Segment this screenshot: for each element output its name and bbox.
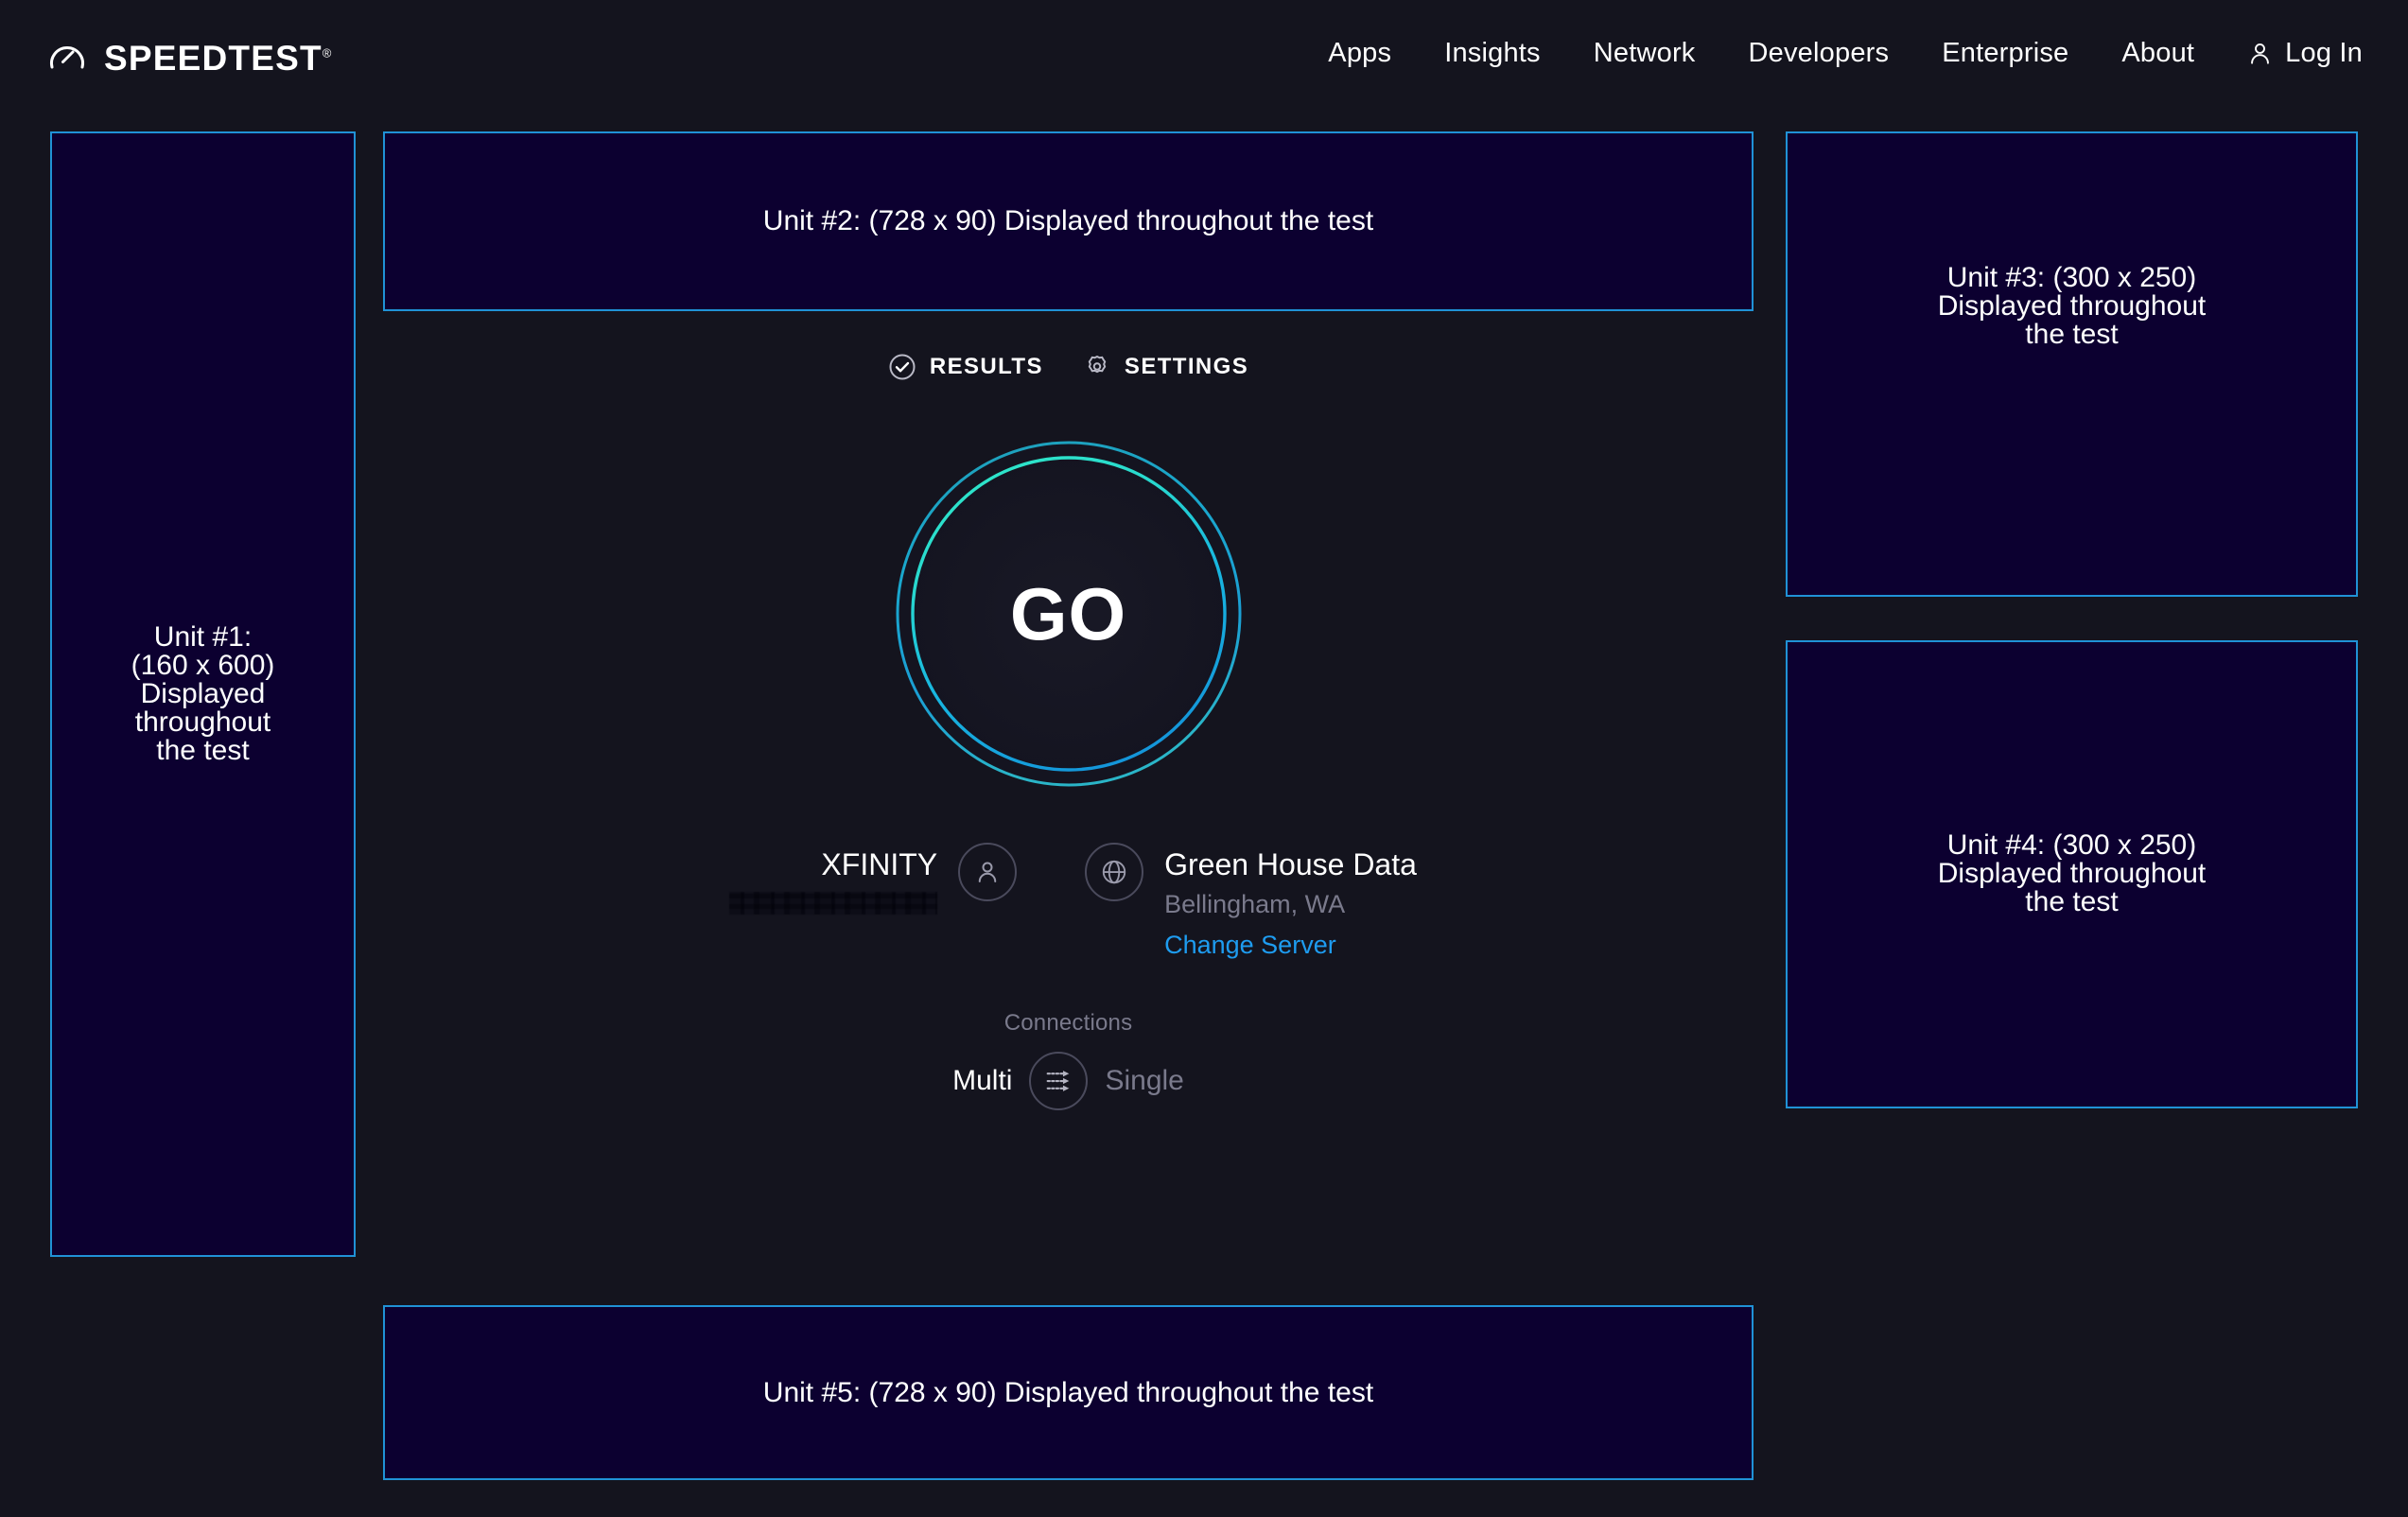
server-name: Green House Data — [1164, 847, 1417, 881]
ad-unit-1-text: Unit #1: (160 x 600) Displayed throughou… — [131, 621, 275, 766]
brand-logo[interactable]: SPEEDTEST® — [47, 38, 331, 78]
check-circle-icon — [888, 353, 916, 381]
ad-unit-5-text: Unit #5: (728 x 90) Displayed throughout… — [762, 1376, 1374, 1408]
speedtest-panel: RESULTS SETTINGS — [383, 321, 1754, 1110]
isp-text: XFINITY — [729, 843, 938, 915]
speedometer-icon — [47, 38, 87, 78]
ad-unit-5[interactable]: Unit #5: (728 x 90) Displayed throughout… — [383, 1305, 1754, 1480]
server-block[interactable]: Green House Data Bellingham, WA Change S… — [1085, 843, 1417, 961]
isp-name: XFINITY — [821, 847, 938, 881]
site-header: SPEEDTEST® Apps Insights Network Develop… — [0, 0, 2408, 109]
brand-name: SPEEDTEST — [104, 38, 323, 78]
nav-item-about[interactable]: About — [2121, 38, 2195, 68]
go-button-wrap: GO — [383, 425, 1754, 803]
connections-multi-option[interactable]: Multi — [952, 1064, 1013, 1096]
brand-wordmark: SPEEDTEST® — [104, 41, 331, 76]
multi-arrows-icon[interactable] — [1029, 1051, 1089, 1110]
change-server-link[interactable]: Change Server — [1164, 931, 1336, 960]
isp-block[interactable]: XFINITY — [729, 843, 1018, 915]
login-label: Log In — [2285, 38, 2363, 68]
nav-item-apps[interactable]: Apps — [1328, 38, 1392, 68]
connection-info: XFINITY Gre — [383, 843, 1754, 961]
isp-ip-redacted — [729, 891, 938, 915]
ad-unit-2-text: Unit #2: (728 x 90) Displayed throughout… — [762, 205, 1374, 236]
nav-item-developers[interactable]: Developers — [1748, 38, 1890, 68]
connections-section: Connections Multi Single — [383, 1010, 1754, 1110]
connections-single-option[interactable]: Single — [1105, 1064, 1184, 1096]
tab-settings[interactable]: SETTINGS — [1083, 353, 1248, 381]
person-icon — [2247, 41, 2273, 66]
main-navigation: Apps Insights Network Developers Enterpr… — [1328, 38, 2363, 69]
ad-unit-3-text: Unit #3: (300 x 250) Displayed throughou… — [1937, 262, 2207, 350]
connections-label: Connections — [1003, 1009, 1133, 1036]
tab-results[interactable]: RESULTS — [888, 353, 1043, 381]
brand-trademark: ® — [322, 45, 332, 61]
ad-unit-3[interactable]: Unit #3: (300 x 250) Displayed throughou… — [1786, 131, 2358, 597]
ad-unit-1[interactable]: Unit #1: (160 x 600) Displayed throughou… — [50, 131, 356, 1257]
server-text: Green House Data Bellingham, WA Change S… — [1164, 843, 1417, 961]
person-circle-icon — [958, 843, 1018, 901]
connections-toggle: Multi Single — [952, 1051, 1184, 1110]
ad-unit-2[interactable]: Unit #2: (728 x 90) Displayed throughout… — [383, 131, 1754, 311]
login-button[interactable]: Log In — [2247, 38, 2363, 69]
gear-icon — [1083, 353, 1111, 381]
tab-results-label: RESULTS — [929, 354, 1043, 379]
tab-settings-label: SETTINGS — [1124, 354, 1249, 379]
nav-item-network[interactable]: Network — [1593, 38, 1696, 68]
globe-circle-icon — [1085, 843, 1144, 901]
nav-item-enterprise[interactable]: Enterprise — [1942, 38, 2069, 68]
server-location: Bellingham, WA — [1164, 889, 1346, 918]
ad-unit-4[interactable]: Unit #4: (300 x 250) Displayed throughou… — [1786, 640, 2358, 1108]
nav-item-insights[interactable]: Insights — [1444, 38, 1541, 68]
ad-unit-4-text: Unit #4: (300 x 250) Displayed throughou… — [1937, 829, 2207, 917]
go-button[interactable]: GO — [880, 425, 1258, 803]
tab-row: RESULTS SETTINGS — [383, 353, 1754, 381]
